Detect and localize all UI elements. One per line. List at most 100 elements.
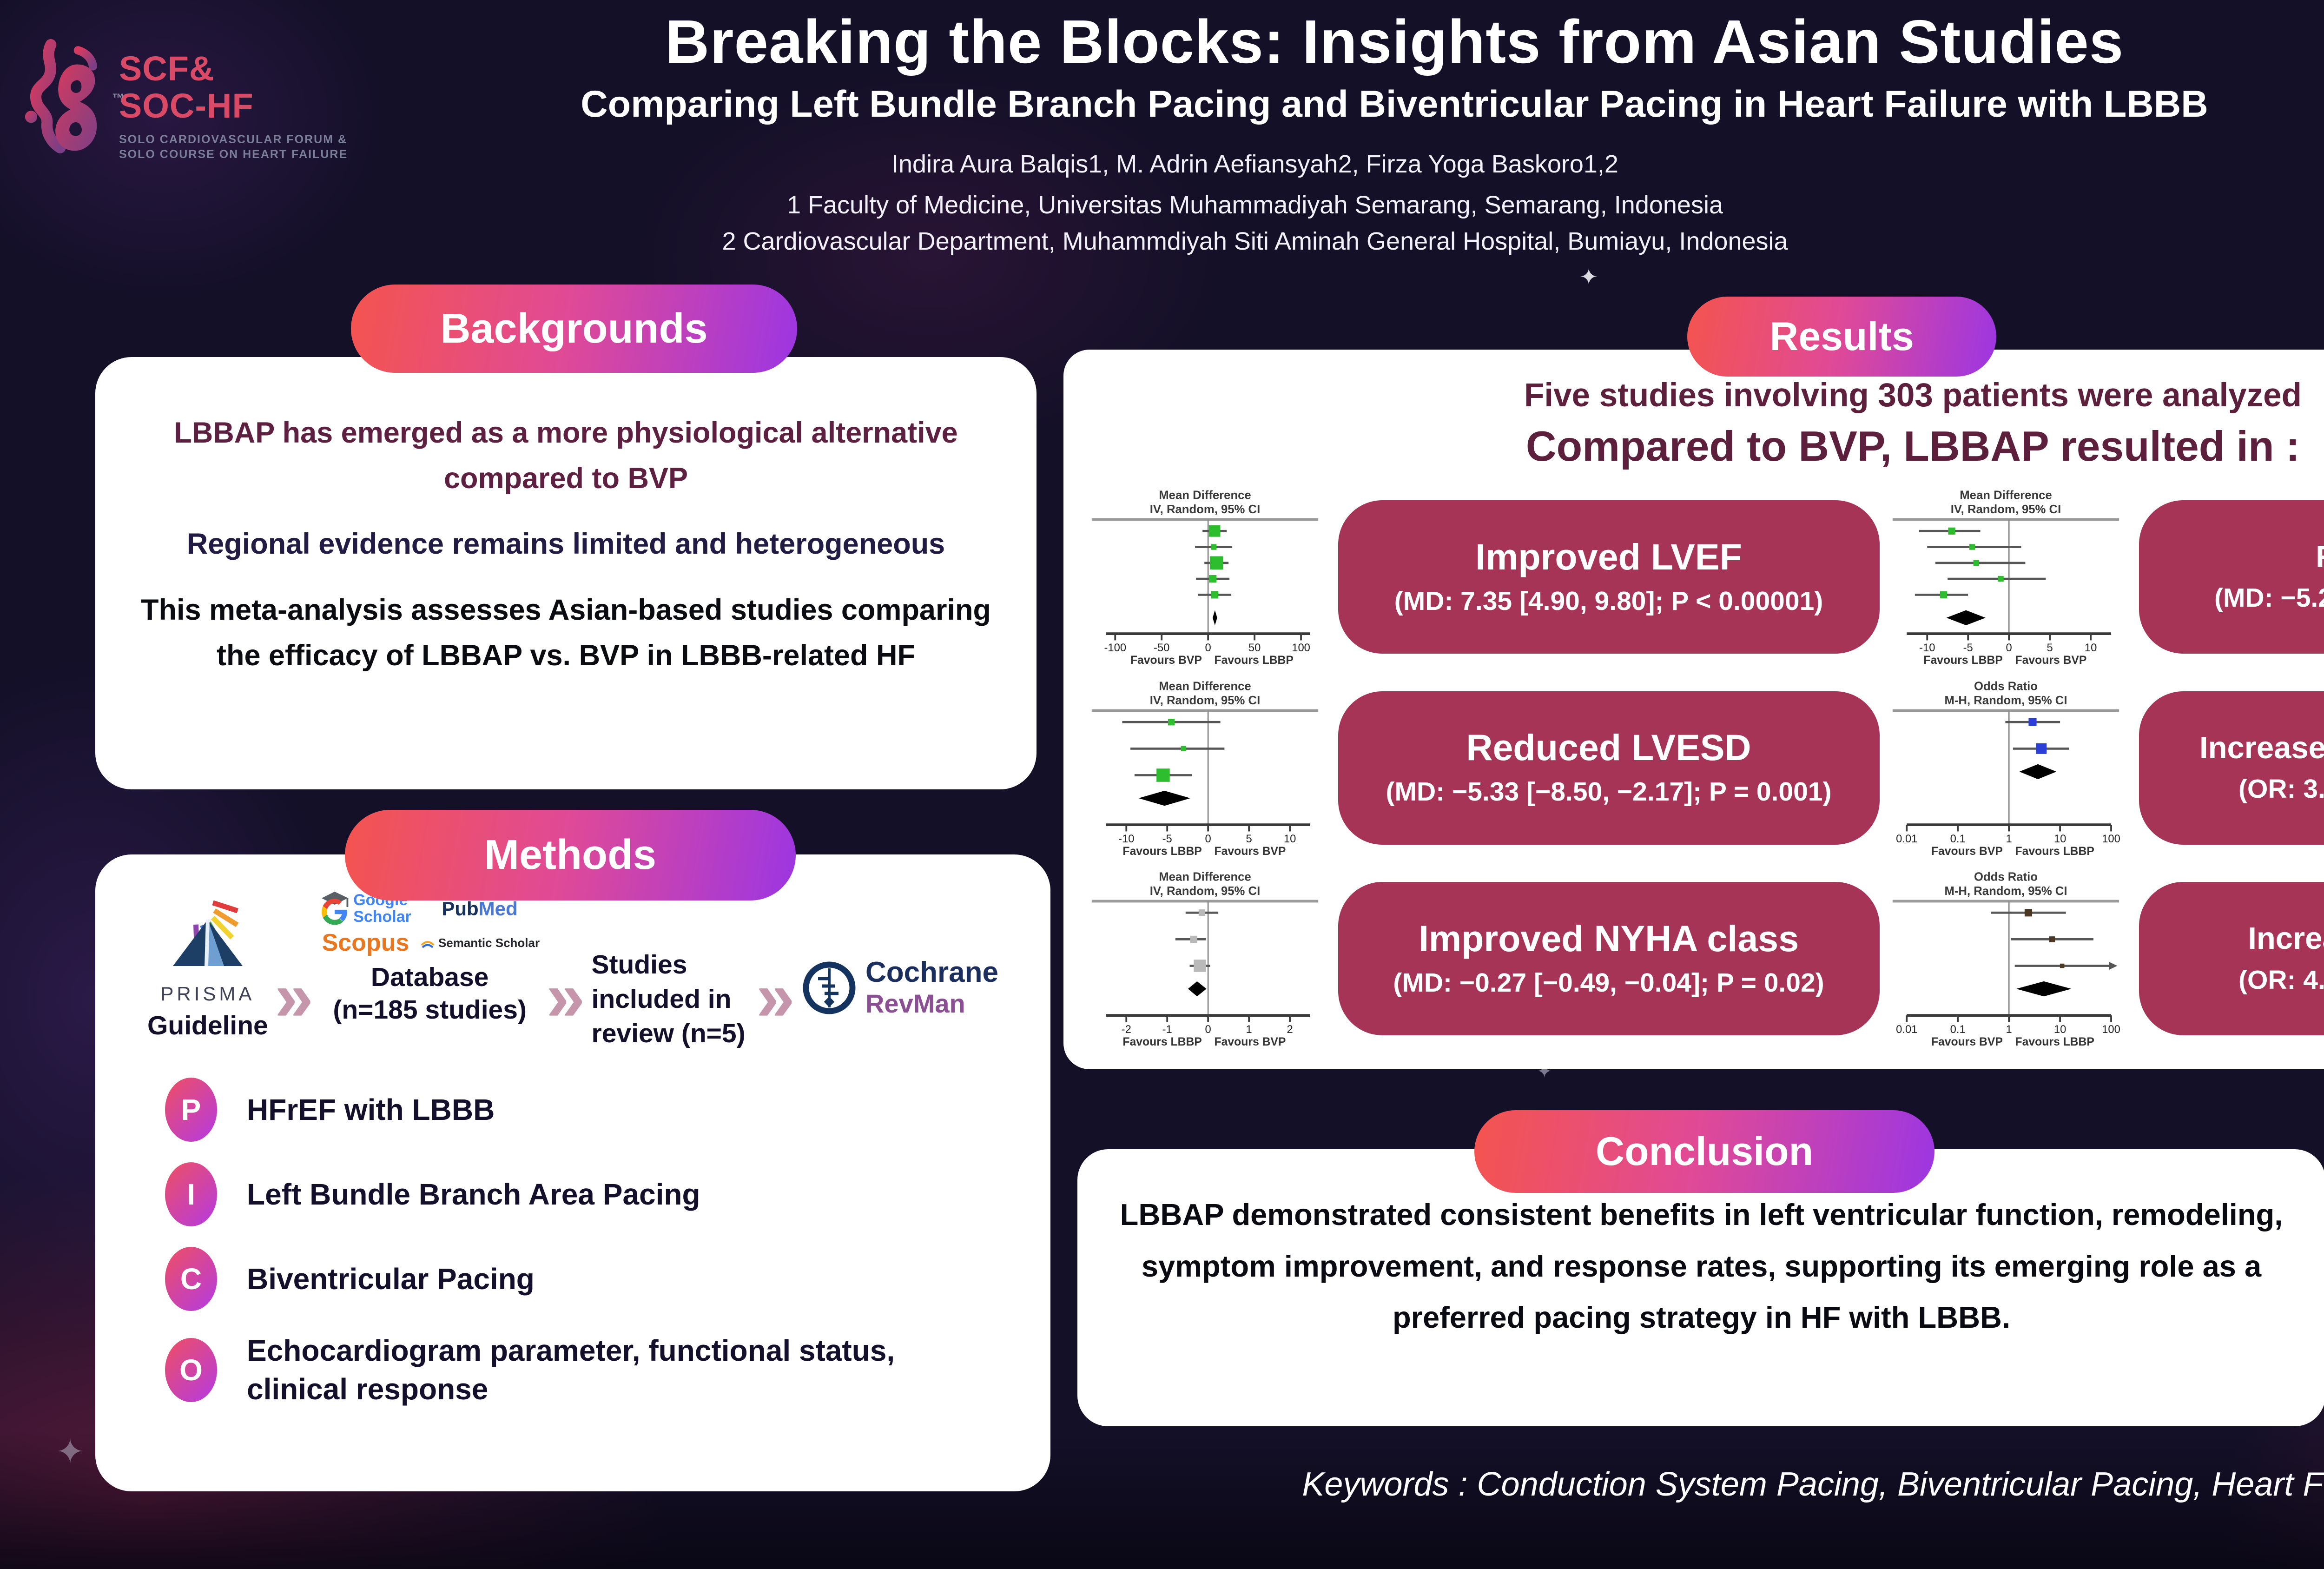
svg-text:5: 5 [2047, 642, 2053, 654]
results-section-pill: Results [1687, 297, 1996, 377]
flow-arrow-icon [275, 961, 313, 1031]
svg-text:M-H, Random, 95% CI: M-H, Random, 95% CI [1944, 885, 2067, 898]
svg-text:Mean Difference: Mean Difference [1159, 871, 1251, 884]
pico-list: P HFrEF with LBBB I Left Bundle Branch A… [114, 1078, 1032, 1409]
result-stat: (MD: −5.25 [−7.65, −2.86]; P<0.0001) [2214, 583, 2324, 613]
database-label-line1: Database [370, 962, 489, 992]
conclusion-text: LBBAP demonstrated consistent benefits i… [1120, 1198, 2283, 1334]
svg-text:-10: -10 [1919, 642, 1935, 654]
scopus-logo: Scopus [322, 929, 409, 956]
flow-arrow-icon [756, 961, 795, 1031]
logo-text: SCF& SOC-HF SOLO CARDIOVASCULAR FORUM & … [119, 50, 348, 162]
svg-text:5: 5 [1246, 833, 1252, 845]
svg-text:Mean Difference: Mean Difference [1159, 680, 1251, 693]
result-title: Increased Response Rate [2248, 921, 2324, 956]
pico-label-intervention: Left Bundle Branch Area Pacing [247, 1177, 700, 1211]
svg-text:Mean Difference: Mean Difference [1960, 489, 2052, 502]
studies-included-label: Studies included in review (n=5) [591, 950, 746, 1049]
pico-label-population: HFrEF with LBBB [247, 1092, 495, 1126]
pubmed-logo: PubMed [442, 898, 517, 920]
prisma-block: PRISMA Guideline [147, 892, 268, 1042]
cochrane-icon [803, 961, 856, 1014]
svg-text:IV, Random, 95% CI: IV, Random, 95% CI [1149, 885, 1260, 898]
svg-text:Favours BVP: Favours BVP [1931, 1036, 2002, 1048]
database-block: Google Scholar PubMed Scopus Semantic S [320, 892, 540, 1026]
conference-logo: ™ SCF& SOC-HF SOLO CARDIOVASCULAR FORUM … [21, 36, 348, 162]
result-pill-lvesd: Reduced LVESD (MD: −5.33 [−8.50, −2.17];… [1338, 691, 1880, 845]
svg-text:0: 0 [2006, 642, 2012, 654]
result-title: Improved NYHA class [1418, 917, 1799, 959]
logo-line2: SOC-HF [119, 86, 254, 125]
svg-text:Favours LBBP: Favours LBBP [1923, 654, 2002, 667]
svg-text:0: 0 [1205, 833, 1211, 845]
conclusion-section-label: Conclusion [1595, 1129, 1814, 1174]
results-grid: Mean Difference IV, Random, 95% CI -100 -50… [1063, 488, 2324, 1048]
results-card: Five studies involving 303 patients were… [1063, 350, 2324, 1069]
database-logos: Google Scholar PubMed Scopus Semantic S [320, 892, 540, 957]
result-title: Increased Super Response Rate [2199, 730, 2324, 765]
google-scholar-logo: Google Scholar [320, 892, 411, 926]
methods-flow: PRISMA Guideline [114, 892, 1032, 1051]
svg-text:IV, Random, 95% CI: IV, Random, 95% CI [1149, 694, 1260, 707]
svg-text:IV, Random, 95% CI: IV, Random, 95% CI [1950, 503, 2060, 516]
result-pill-nyha: Improved NYHA class (MD: −0.27 [−0.49, −… [1338, 882, 1880, 1036]
pico-circle-i: I [165, 1162, 217, 1227]
pico-row-outcome: O Echocardiogram parameter, functional s… [165, 1331, 1032, 1409]
scholar-wordmark: Scholar [353, 908, 411, 926]
result-pill-super-response: Increased Super Response Rate (OR: 3.69 … [2139, 691, 2324, 845]
svg-text:-5: -5 [1162, 833, 1172, 845]
svg-text:Mean Difference: Mean Difference [1159, 489, 1251, 502]
pico-circle-o: O [165, 1338, 217, 1403]
svg-text:100: 100 [2102, 833, 2120, 845]
google-g-icon [322, 892, 349, 925]
page-title: Breaking the Blocks: Insights from Asian… [665, 7, 2124, 76]
pico-circle-c: C [165, 1247, 217, 1311]
svg-text:0: 0 [1205, 642, 1211, 654]
pico-label-outcome: Echocardiogram parameter, functional sta… [247, 1334, 895, 1406]
result-stat: (MD: −0.27 [−0.49, −0.04]; P = 0.02) [1393, 967, 1824, 998]
backgrounds-section-label: Backgrounds [440, 305, 708, 352]
svg-text:1: 1 [2006, 833, 2012, 845]
affiliation-1: 1 Faculty of Medicine, Universitas Muham… [787, 191, 1723, 219]
conclusion-section-pill: Conclusion [1474, 1110, 1934, 1193]
sparkle-icon [56, 1432, 85, 1472]
svg-text:-50: -50 [1154, 642, 1169, 654]
svg-text:Favours BVP: Favours BVP [1931, 845, 2002, 857]
pico-circle-p: P [165, 1078, 217, 1142]
affiliation-2: 2 Cardiovascular Department, Muhammdiyah… [722, 227, 1788, 255]
svg-text:Favours LBBP: Favours LBBP [2015, 1036, 2094, 1048]
svg-text:-5: -5 [1963, 642, 1973, 654]
backgrounds-paragraph-2: Regional evidence remains limited and he… [186, 528, 945, 561]
heart-flame-logo-icon [25, 39, 98, 153]
svg-text:Favours BVP: Favours BVP [1214, 1036, 1286, 1048]
svg-text:Favours BVP: Favours BVP [1214, 845, 1286, 857]
prisma-wordmark: PRISMA [160, 983, 255, 1005]
svg-text:Favours LBBP: Favours LBBP [1122, 1036, 1202, 1048]
sparkle-icon [1579, 264, 1598, 290]
result-stat: (OR: 4.82 [1.39, 16.72]; P = 0.01) [2238, 965, 2324, 995]
svg-text:M-H, Random, 95% CI: M-H, Random, 95% CI [1944, 694, 2067, 707]
svg-text:-100: -100 [1104, 642, 1126, 654]
svg-text:100: 100 [1292, 642, 1310, 654]
methods-card: PRISMA Guideline [95, 854, 1050, 1491]
svg-text:0.01: 0.01 [1896, 833, 1917, 845]
svg-text:10: 10 [2084, 642, 2096, 654]
svg-text:0: 0 [1205, 1023, 1211, 1036]
pubmed-word-pub: Pub [442, 898, 479, 920]
svg-text:Favours BVP: Favours BVP [1130, 654, 1202, 667]
svg-text:1: 1 [1246, 1023, 1252, 1036]
results-section-label: Results [1769, 314, 1914, 359]
svg-text:Favours LBBP: Favours LBBP [1214, 654, 1293, 667]
logo-line1: SCF& [119, 49, 215, 88]
svg-text:0.1: 0.1 [1950, 1023, 1965, 1036]
flow-arrow-icon [546, 961, 585, 1031]
svg-text:0.01: 0.01 [1896, 1023, 1917, 1036]
logo-tagline: SOLO CARDIOVASCULAR FORUM & SOLO COURSE … [119, 132, 348, 162]
pico-label-comparison: Biventricular Pacing [247, 1262, 535, 1296]
svg-text:0.1: 0.1 [1950, 833, 1965, 845]
methods-section-label: Methods [484, 832, 656, 878]
